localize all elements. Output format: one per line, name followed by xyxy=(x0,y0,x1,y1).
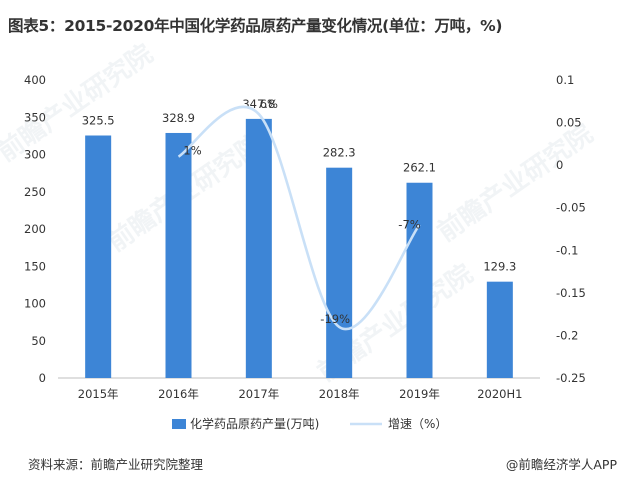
chart-title: 图表5：2015-2020年中国化学药品原药产量变化情况(单位：万吨，%) xyxy=(8,17,503,35)
y-right-tick-label: 0.1 xyxy=(556,73,574,87)
y-left-tick-label: 200 xyxy=(24,222,46,236)
bar-2018年 xyxy=(326,167,353,378)
bar-2015年 xyxy=(85,135,112,378)
bar-2020H1 xyxy=(486,281,513,378)
y-left-tick-label: 350 xyxy=(24,110,46,124)
x-tick-label: 2018年 xyxy=(319,387,360,401)
growth-value-label: -7% xyxy=(398,218,420,232)
y-left-tick-label: 0 xyxy=(39,371,46,385)
x-tick-label: 2016年 xyxy=(158,387,199,401)
bar-value-label: 282.3 xyxy=(323,146,356,160)
y-left-tick-label: 400 xyxy=(24,73,46,87)
y-right-tick-label: -0.2 xyxy=(556,328,578,342)
y-right-tick-label: 0 xyxy=(556,158,563,172)
x-tick-label: 2019年 xyxy=(399,387,440,401)
growth-value-label: 1% xyxy=(183,144,201,158)
bar-value-label: 325.5 xyxy=(82,114,115,128)
y-left-tick-label: 100 xyxy=(24,297,46,311)
y-right-tick-label: -0.1 xyxy=(556,243,578,257)
y-left-tick-label: 50 xyxy=(31,334,46,348)
growth-line xyxy=(177,105,421,331)
bar-value-label: 129.3 xyxy=(483,260,516,274)
x-tick-label: 2015年 xyxy=(78,387,119,401)
y-right-tick-label: -0.25 xyxy=(556,371,586,385)
y-right-tick-label: -0.05 xyxy=(556,201,586,215)
y-left-tick-label: 250 xyxy=(24,185,46,199)
bar-2017年 xyxy=(245,118,272,378)
bar-2019年 xyxy=(406,182,433,378)
y-right-tick-label: -0.15 xyxy=(556,286,586,300)
bar-2016年 xyxy=(165,132,192,378)
legend-swatch-bar xyxy=(172,419,186,429)
credit-note: @前瞻经济学人APP xyxy=(505,457,617,472)
growth-value-label: 6% xyxy=(260,97,278,111)
growth-value-label: -19% xyxy=(320,312,350,326)
x-tick-label: 2017年 xyxy=(238,387,279,401)
source-note: 资料来源：前瞻产业研究院整理 xyxy=(28,457,204,472)
legend-label-bar: 化学药品原药产量(万吨) xyxy=(190,416,319,431)
bar-value-label: 262.1 xyxy=(403,161,436,175)
bar-value-label: 328.9 xyxy=(162,111,195,125)
y-left-tick-label: 150 xyxy=(24,259,46,273)
watermark-text: 前瞻产业研究院 xyxy=(432,118,599,248)
y-left-tick-label: 300 xyxy=(24,148,46,162)
y-right-tick-label: 0.05 xyxy=(556,116,582,130)
x-tick-label: 2020H1 xyxy=(477,387,522,401)
legend-label-line: 增速（%） xyxy=(388,417,447,431)
